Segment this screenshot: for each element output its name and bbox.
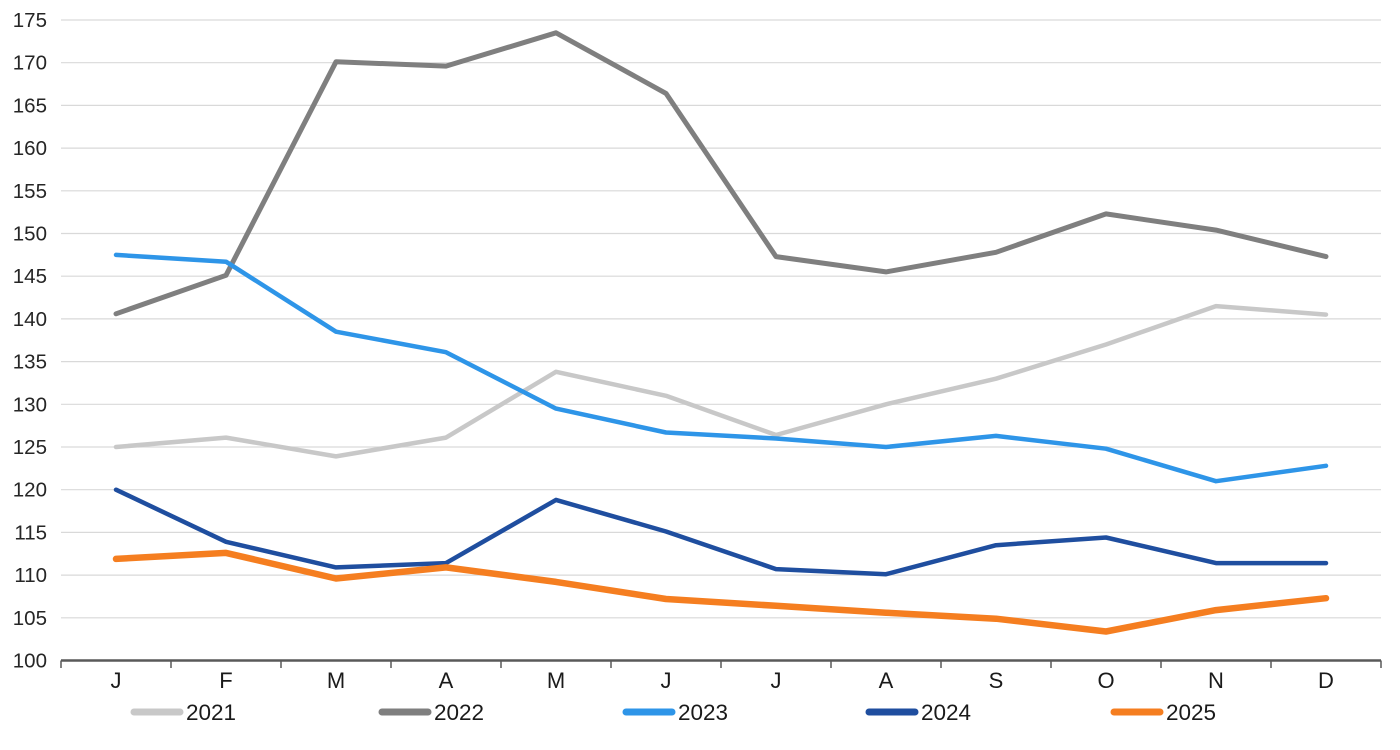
series-line-2024 [113,487,1329,577]
x-axis-label: A [439,668,454,693]
series-line-2025 [112,549,1330,635]
y-axis-label: 120 [13,479,47,502]
x-axis-label: A [879,668,894,693]
x-axis-label: M [327,668,345,693]
x-axis-label: S [989,668,1004,693]
y-axis-label: 155 [13,180,47,203]
x-axis-label: J [111,668,122,693]
series-line-2023 [113,252,1329,484]
y-axis-label: 110 [14,564,47,587]
y-axis-label: 145 [13,265,47,288]
y-axis-label: 135 [13,351,47,374]
legend-label-2023: 2023 [678,700,728,725]
y-axis-label: 140 [13,308,47,331]
x-axis-label: N [1208,668,1224,693]
y-axis-label: 165 [13,94,47,117]
y-axis-label: 175 [13,9,47,32]
x-axis-label: J [771,668,782,693]
y-axis-label: 100 [13,650,47,673]
y-axis-label: 150 [13,223,47,246]
y-axis-label: 170 [13,52,47,75]
legend-label-2024: 2024 [921,700,971,725]
series-line-2022 [113,30,1329,317]
y-axis-label: 115 [14,521,47,544]
x-axis-label: F [219,668,232,693]
legend-label-2022: 2022 [434,700,484,725]
x-axis-label: M [547,668,565,693]
y-axis-label: 105 [13,607,47,630]
series-line-2021 [113,303,1329,459]
y-axis-label: 130 [13,393,47,416]
x-axis-label: O [1097,668,1114,693]
x-axis-label: D [1318,668,1334,693]
y-axis-label: 125 [13,436,47,459]
y-axis-label: 160 [13,137,47,160]
legend-label-2025: 2025 [1166,700,1216,725]
x-axis-label: J [661,668,672,693]
legend-label-2021: 2021 [186,700,236,725]
